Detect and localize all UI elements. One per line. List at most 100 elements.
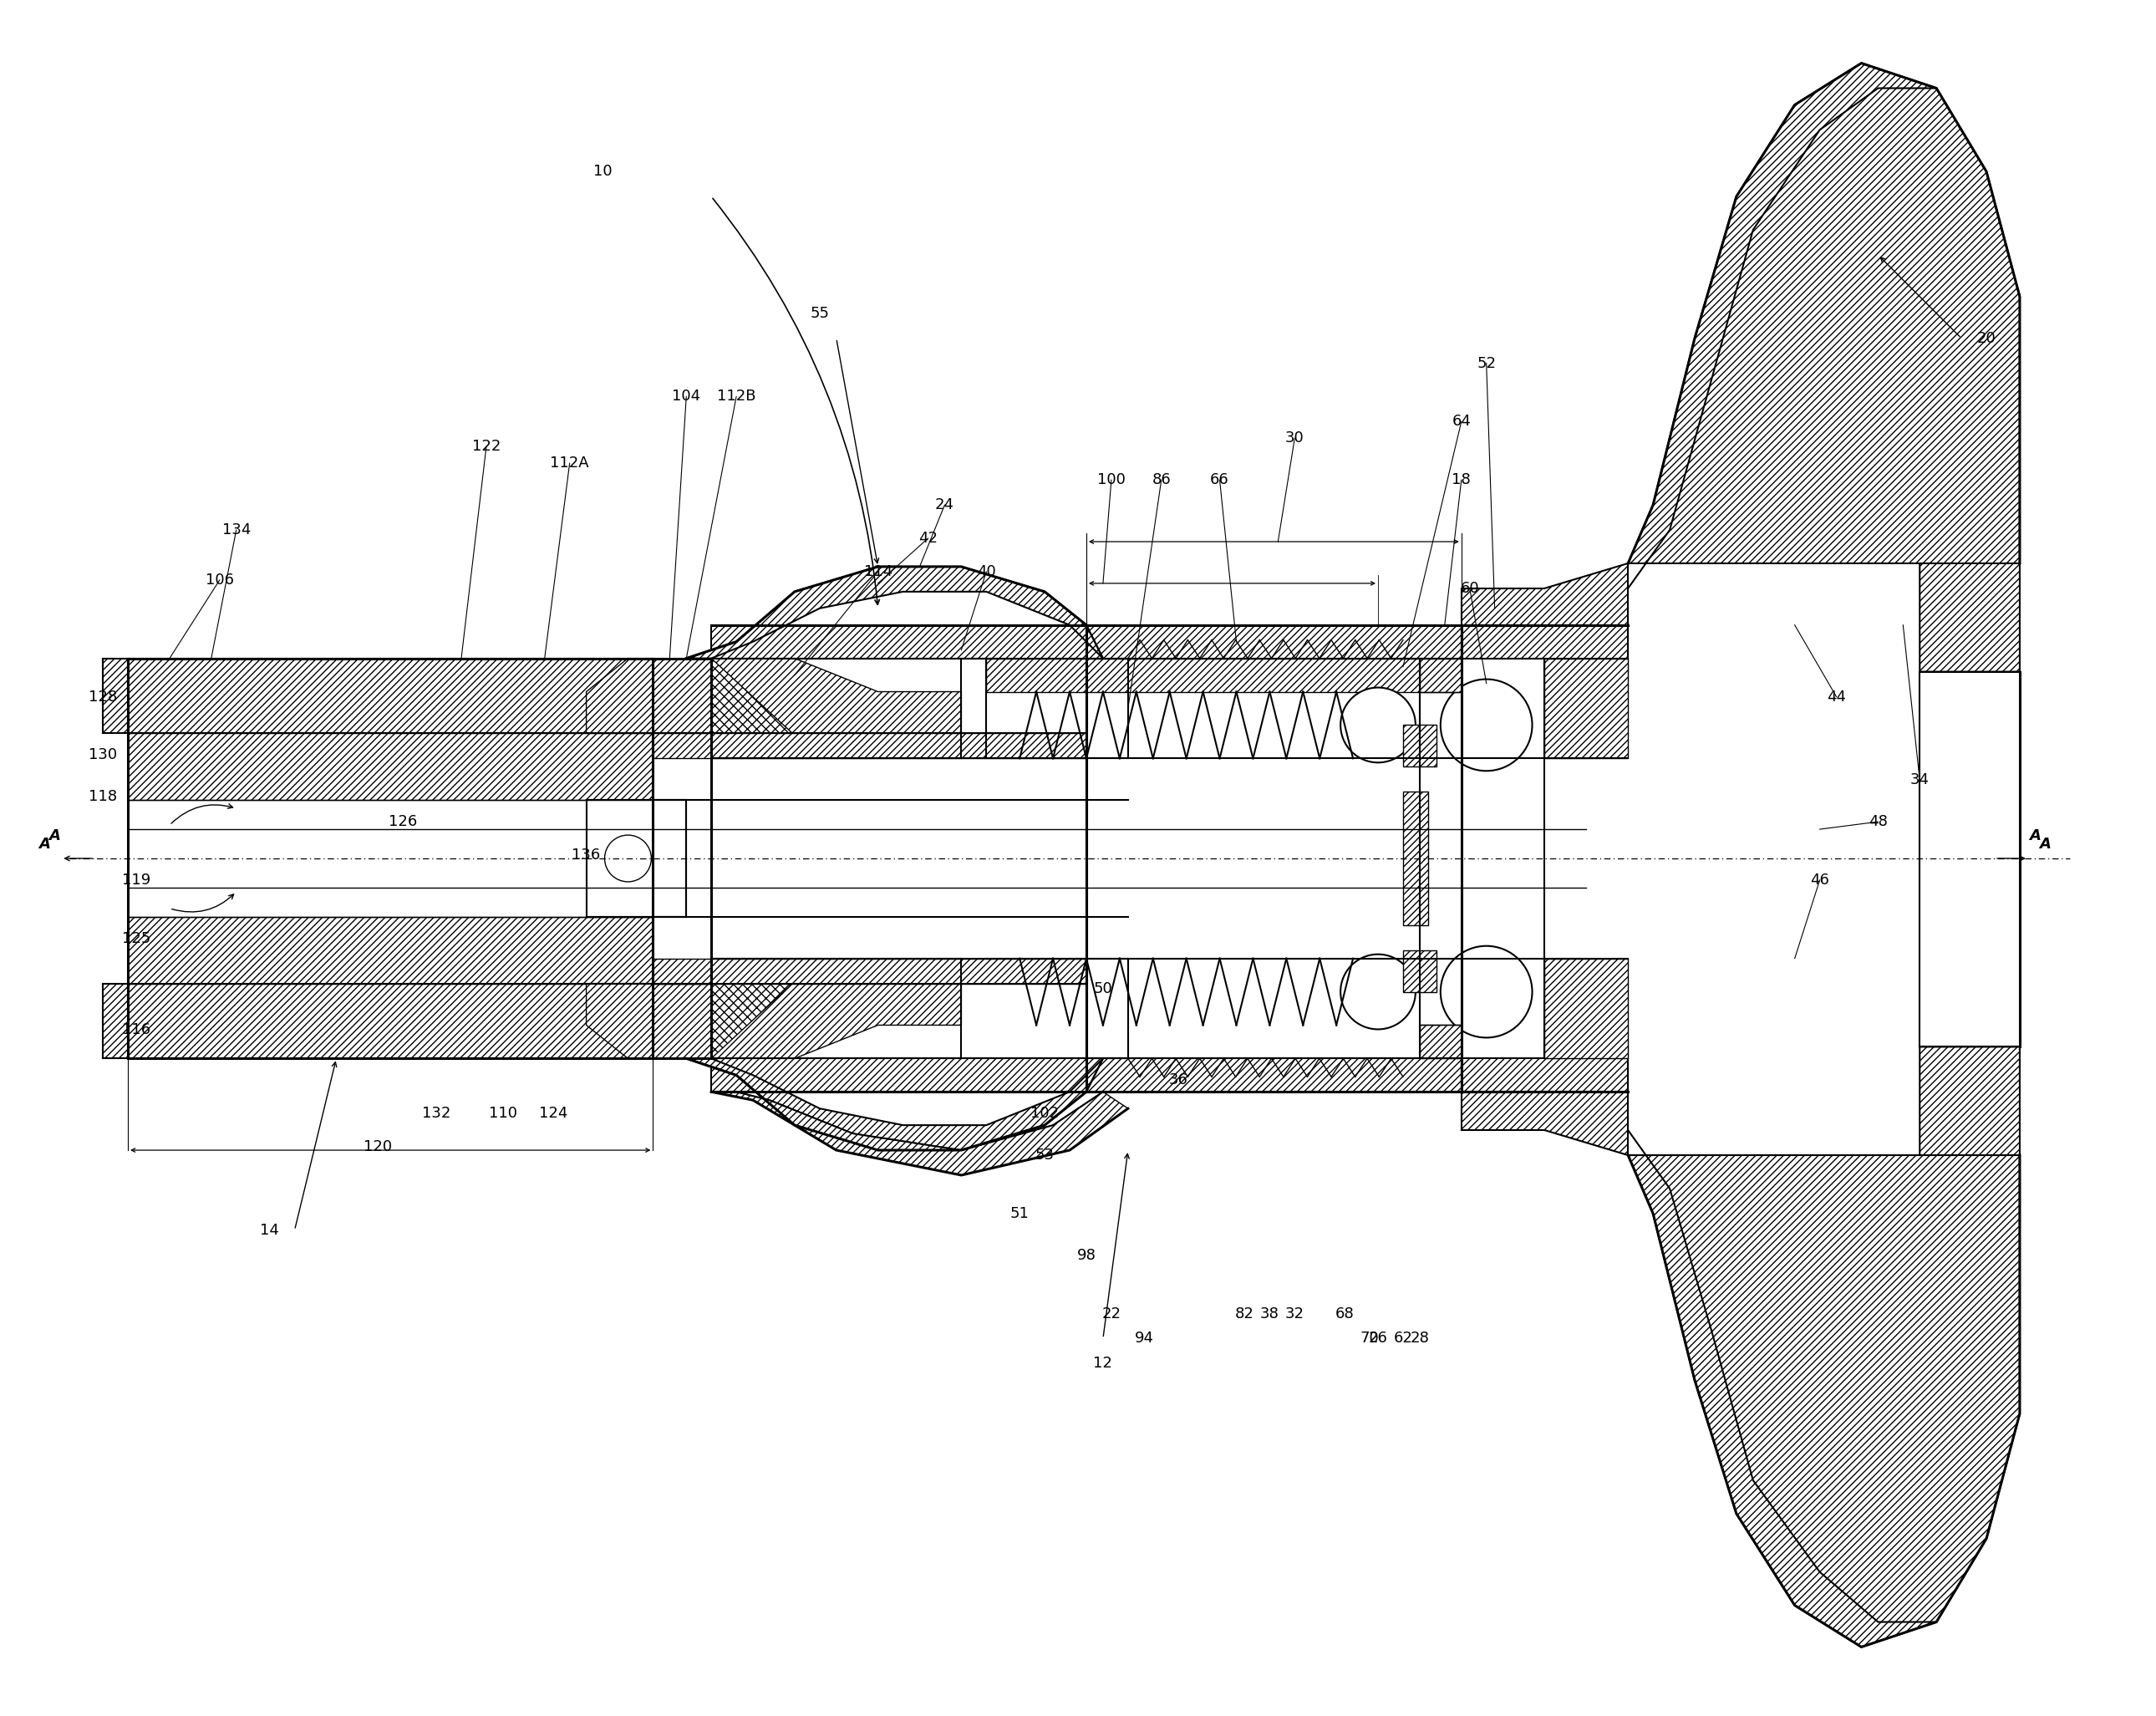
Polygon shape (1462, 625, 1628, 659)
Text: 50: 50 (1093, 982, 1112, 995)
Polygon shape (103, 983, 127, 1059)
Polygon shape (653, 733, 1087, 758)
Circle shape (405, 748, 442, 784)
Text: A: A (2040, 837, 2050, 851)
Polygon shape (1462, 1059, 1628, 1091)
Text: A: A (2029, 829, 2040, 843)
Text: 120: 120 (364, 1139, 392, 1155)
Text: 12: 12 (1093, 1356, 1112, 1371)
Circle shape (1440, 680, 1533, 770)
Text: 66: 66 (1210, 472, 1229, 487)
Circle shape (267, 932, 304, 968)
Text: 82: 82 (1235, 1306, 1255, 1321)
Text: 70: 70 (1360, 1332, 1380, 1345)
Text: 64: 64 (1451, 414, 1470, 429)
Circle shape (1341, 954, 1416, 1030)
Text: 110: 110 (489, 1107, 517, 1121)
Polygon shape (711, 959, 962, 1059)
Polygon shape (711, 1091, 1128, 1175)
Polygon shape (711, 959, 819, 1059)
Polygon shape (1628, 63, 2020, 671)
Text: 104: 104 (673, 390, 701, 405)
Text: 136: 136 (571, 848, 602, 863)
Text: 24: 24 (936, 498, 955, 513)
Text: 128: 128 (88, 690, 116, 704)
Text: 124: 124 (539, 1107, 567, 1121)
Text: 122: 122 (472, 439, 500, 455)
Text: 20: 20 (1977, 331, 1996, 347)
Bar (586, 800, 686, 916)
Circle shape (177, 932, 213, 968)
Text: 26: 26 (1369, 1332, 1388, 1345)
Text: 10: 10 (593, 165, 612, 178)
Text: 98: 98 (1076, 1248, 1095, 1263)
Polygon shape (1462, 563, 1628, 671)
Polygon shape (1462, 1047, 1628, 1155)
Text: 30: 30 (1285, 431, 1304, 446)
Text: A: A (50, 829, 60, 843)
Polygon shape (653, 659, 711, 733)
Circle shape (451, 932, 487, 968)
Text: 112A: 112A (550, 456, 589, 470)
Polygon shape (586, 983, 653, 1059)
Text: 44: 44 (1826, 690, 1846, 704)
Bar (1404, 726, 1436, 767)
Polygon shape (1628, 63, 2020, 563)
Text: 40: 40 (977, 565, 996, 580)
Polygon shape (1419, 1024, 1462, 1059)
Text: 51: 51 (1011, 1206, 1028, 1222)
Circle shape (451, 748, 487, 784)
Text: 134: 134 (222, 522, 250, 537)
Polygon shape (711, 659, 819, 758)
Polygon shape (586, 659, 653, 733)
Text: 68: 68 (1335, 1306, 1354, 1321)
Text: 42: 42 (918, 530, 938, 546)
Text: 100: 100 (1097, 472, 1125, 487)
Polygon shape (711, 659, 962, 758)
Text: 14: 14 (261, 1224, 278, 1237)
Circle shape (222, 932, 259, 968)
Text: 119: 119 (123, 872, 151, 887)
Circle shape (1341, 688, 1416, 762)
Polygon shape (1544, 659, 1628, 758)
Circle shape (1440, 946, 1533, 1038)
Text: 32: 32 (1285, 1306, 1304, 1321)
Polygon shape (1419, 659, 1462, 692)
Text: 112B: 112B (718, 390, 757, 405)
Text: 130: 130 (88, 748, 116, 762)
Text: 125: 125 (123, 930, 151, 946)
Circle shape (177, 748, 213, 784)
Polygon shape (103, 659, 127, 733)
Text: 18: 18 (1451, 472, 1470, 487)
Circle shape (222, 748, 259, 784)
Text: 52: 52 (1477, 355, 1496, 371)
Text: 55: 55 (811, 305, 830, 321)
Text: A: A (39, 837, 50, 851)
Polygon shape (127, 733, 653, 800)
Text: 36: 36 (1169, 1072, 1188, 1088)
Polygon shape (711, 625, 1462, 659)
Circle shape (360, 932, 397, 968)
Text: 28: 28 (1410, 1332, 1429, 1345)
Circle shape (267, 748, 304, 784)
Text: 46: 46 (1811, 872, 1828, 887)
Text: 38: 38 (1259, 1306, 1279, 1321)
Polygon shape (653, 983, 711, 1059)
Polygon shape (127, 916, 653, 983)
Text: 94: 94 (1134, 1332, 1153, 1345)
Polygon shape (653, 959, 1087, 983)
Polygon shape (711, 1059, 1462, 1091)
Bar (1404, 791, 1427, 925)
Text: 22: 22 (1102, 1306, 1121, 1321)
Circle shape (360, 748, 397, 784)
Text: 34: 34 (1910, 772, 1930, 788)
Polygon shape (686, 566, 1104, 659)
Text: 132: 132 (423, 1107, 451, 1121)
Text: 102: 102 (1031, 1107, 1059, 1121)
Text: 62: 62 (1393, 1332, 1412, 1345)
Polygon shape (1544, 959, 1628, 1059)
Text: 116: 116 (123, 1023, 151, 1038)
Text: 48: 48 (1869, 813, 1889, 829)
Bar (127, 829, 1587, 887)
Polygon shape (127, 983, 653, 1059)
